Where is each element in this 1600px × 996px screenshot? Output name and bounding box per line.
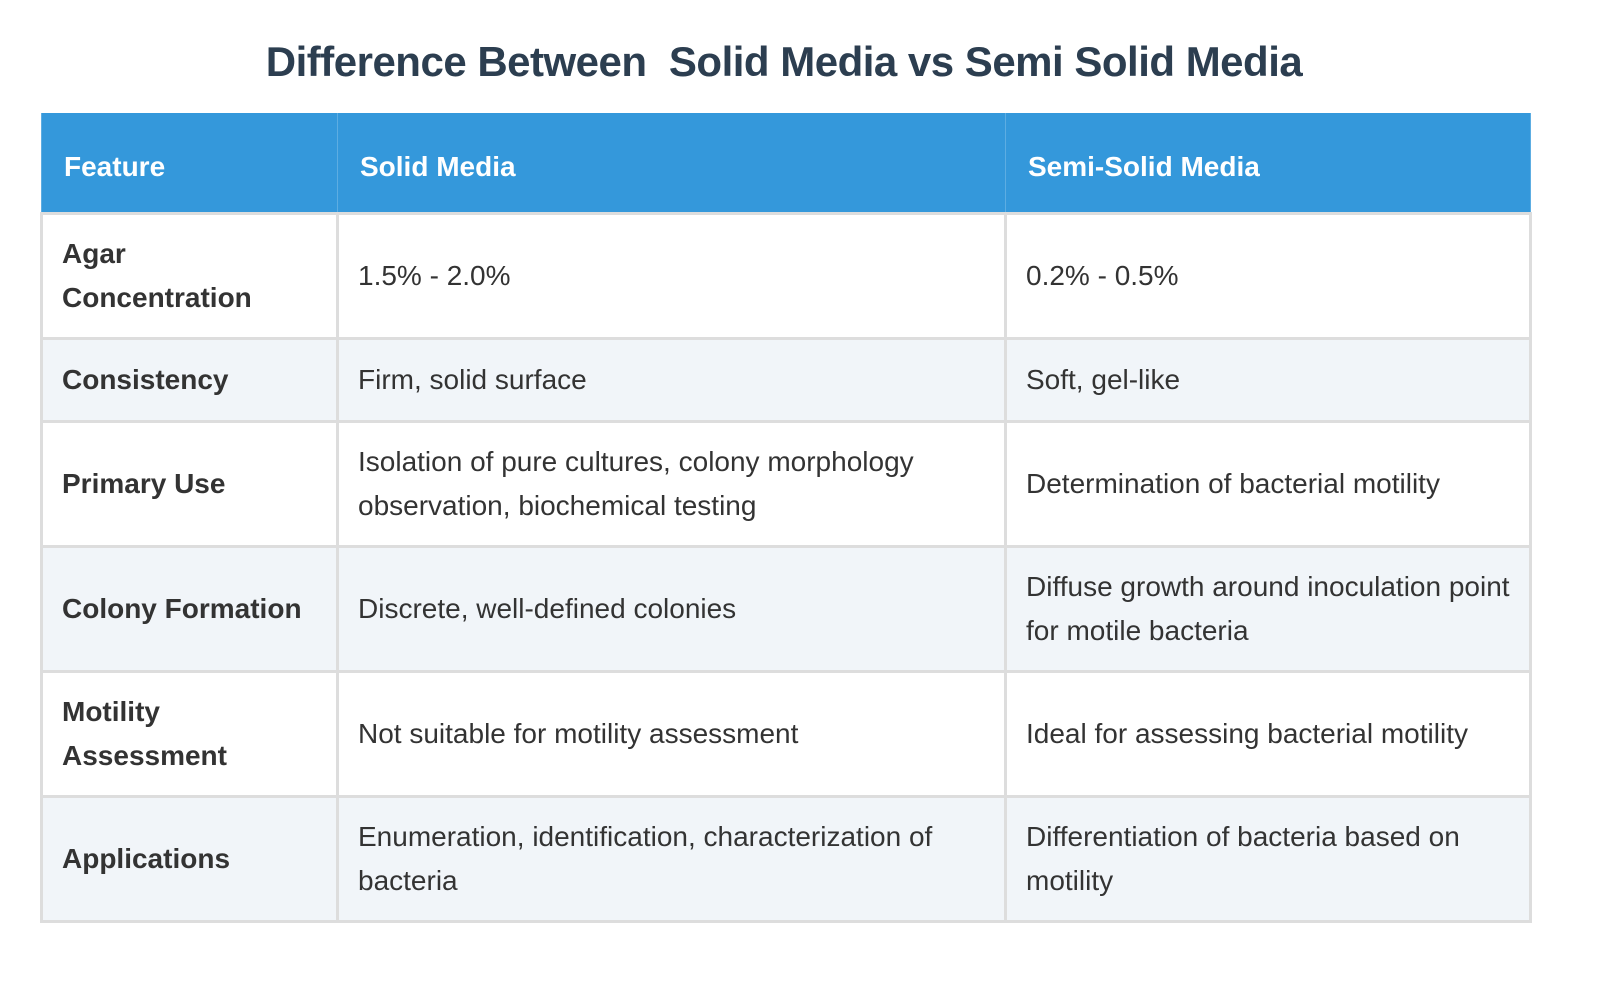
feature-cell: Primary Use bbox=[40, 420, 339, 548]
comparison-table: Feature Solid Media Semi-Solid Media Aga… bbox=[40, 113, 1532, 923]
table-row: Consistency Firm, solid surface Soft, ge… bbox=[40, 337, 1532, 423]
feature-cell: Motility Assessment bbox=[40, 670, 339, 798]
feature-cell: Agar Concentration bbox=[40, 212, 339, 340]
table-row: Agar Concentration 1.5% - 2.0% 0.2% - 0.… bbox=[40, 212, 1532, 340]
solid-cell: Not suitable for motility assessment bbox=[336, 670, 1007, 798]
feature-cell: Colony Formation bbox=[40, 545, 339, 673]
solid-cell: Enumeration, identification, characteriz… bbox=[336, 795, 1007, 923]
solid-cell: 1.5% - 2.0% bbox=[336, 212, 1007, 340]
table-header-row: Feature Solid Media Semi-Solid Media bbox=[41, 113, 1531, 214]
header-feature: Feature bbox=[41, 113, 338, 214]
semi-solid-cell: Determination of bacterial motility bbox=[1004, 420, 1532, 548]
table-row: Primary Use Isolation of pure cultures, … bbox=[40, 420, 1532, 548]
semi-solid-cell: Diffuse growth around inoculation point … bbox=[1004, 545, 1532, 673]
header-semi-solid-media: Semi-Solid Media bbox=[1005, 113, 1531, 214]
feature-cell: Consistency bbox=[40, 337, 339, 423]
solid-cell: Isolation of pure cultures, colony morph… bbox=[336, 420, 1007, 548]
semi-solid-cell: Differentiation of bacteria based on mot… bbox=[1004, 795, 1532, 923]
header-solid-media: Solid Media bbox=[337, 113, 1006, 214]
table-row: Colony Formation Discrete, well-defined … bbox=[40, 545, 1532, 673]
page-title: Difference Between Solid Media vs Semi S… bbox=[265, 38, 1303, 85]
semi-solid-cell: Soft, gel-like bbox=[1004, 337, 1532, 423]
feature-cell: Applications bbox=[40, 795, 339, 923]
semi-solid-cell: Ideal for assessing bacterial motility bbox=[1004, 670, 1532, 798]
table-row: Applications Enumeration, identification… bbox=[40, 795, 1532, 923]
solid-cell: Firm, solid surface bbox=[336, 337, 1007, 423]
solid-cell: Discrete, well-defined colonies bbox=[336, 545, 1007, 673]
table-row: Motility Assessment Not suitable for mot… bbox=[40, 670, 1532, 798]
semi-solid-cell: 0.2% - 0.5% bbox=[1004, 212, 1532, 340]
